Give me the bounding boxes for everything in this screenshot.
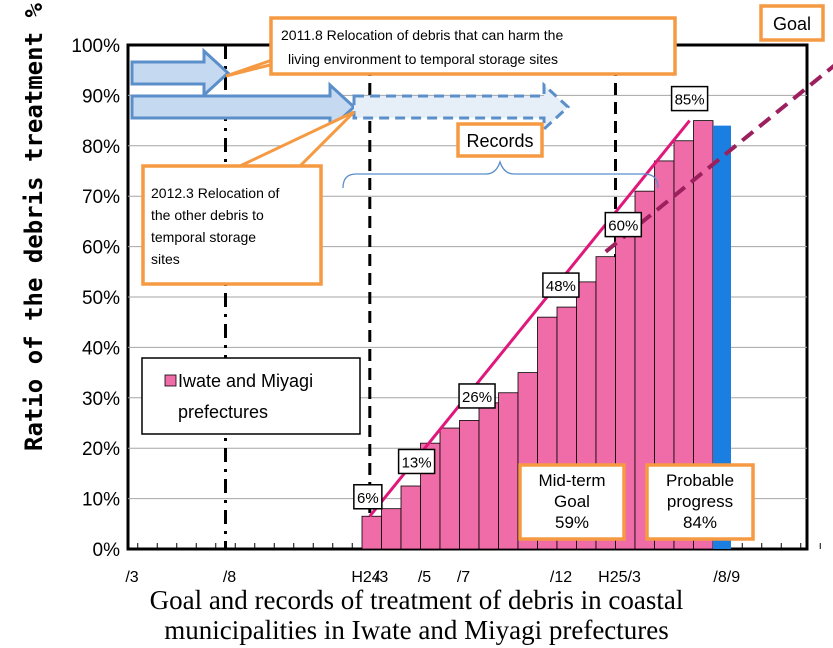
y-tick-label: 80% (82, 137, 120, 158)
callout-2011-text: living environment to temporal storage s… (288, 51, 558, 67)
data-bar (381, 508, 402, 550)
x-tick-label: /8/9 (713, 569, 740, 586)
caption-line-2: municipalities in Iwate and Miyagi prefe… (164, 615, 669, 645)
data-label-box (458, 383, 496, 409)
x-tick-label: /3 (375, 569, 388, 586)
y-axis-label: Ratio of the debris treatment % (20, 3, 48, 451)
data-label: 13% (402, 454, 432, 471)
x-tick-label: /7 (457, 569, 470, 586)
goal-label: Goal (773, 14, 811, 34)
y-tick-label: 20% (82, 439, 120, 460)
probable-progress-text: Probable (666, 471, 734, 490)
x-tick-label: /12 (550, 569, 572, 586)
chart-svg: 6% 13% 26% 48% 60% 85% 0% 10% 20% 30% 40% 50% 60% 70… (71, 4, 833, 586)
y-tick-label: 90% (82, 86, 120, 107)
data-label-box (397, 448, 436, 475)
records-label: Records (466, 131, 533, 151)
y-tick-label: 70% (82, 187, 120, 208)
callout-2011 (269, 16, 677, 76)
callout-2012-text: 2012.3 Relocation of (151, 185, 280, 201)
data-label: 60% (608, 218, 638, 235)
caption-line-1: Goal and records of treatment of debris … (149, 585, 684, 615)
legend-swatch (164, 374, 177, 387)
data-label: 85% (675, 92, 705, 109)
goal-trend-line (604, 64, 833, 254)
data-label: 6% (357, 490, 379, 507)
callout-2011-text: 2011.8 Relocation of debris that can har… (281, 27, 563, 43)
probable-progress-text: 84% (683, 513, 717, 532)
callout-2012-text: the other debris to (151, 207, 264, 223)
x-tick-label: H24 (351, 569, 380, 586)
data-label-box (542, 272, 580, 298)
data-bar (478, 402, 499, 550)
x-tick-label: H25/3 (598, 569, 641, 586)
records-brace (342, 159, 659, 189)
y-tick-label: 10% (82, 490, 120, 511)
y-tick-label: 50% (82, 288, 120, 309)
data-bar (439, 427, 460, 550)
legend-label: Iwate and Miyagi (178, 371, 313, 391)
callout-2012 (141, 164, 323, 286)
callout-2012-text: temporal storage (151, 229, 256, 245)
data-label-box (670, 85, 709, 112)
midterm-goal-box (518, 463, 626, 541)
records-box (456, 122, 544, 158)
midterm-goal-text: Mid-term (538, 471, 605, 490)
relocation-arrow (130, 81, 357, 133)
x-tick-label: /8 (223, 569, 236, 586)
y-tick-label: 30% (82, 389, 120, 410)
x-tick-label: /5 (418, 569, 431, 586)
goal-box (759, 4, 825, 42)
data-label-box (353, 484, 383, 510)
probable-progress-bar (713, 125, 731, 549)
data-bar (498, 392, 519, 550)
callout-2012-text: sites (151, 251, 180, 267)
probable-progress-text: progress (667, 492, 733, 511)
y-tick-label: 100% (71, 36, 120, 57)
data-label: 48% (546, 278, 576, 295)
data-bar (400, 485, 421, 550)
callout-pointer (239, 110, 356, 168)
data-label-box (604, 211, 643, 238)
probable-progress-box (645, 463, 755, 541)
x-tick-label: /3 (125, 569, 138, 586)
data-bar (459, 420, 480, 550)
legend-label: prefectures (178, 402, 268, 422)
data-bar (361, 515, 382, 550)
y-tick-label: 0% (93, 540, 121, 561)
relocation-arrow (130, 47, 231, 99)
midterm-goal-text: Goal (554, 492, 590, 511)
data-label: 26% (462, 389, 492, 406)
midterm-goal-text: 59% (555, 513, 589, 532)
y-tick-label: 40% (82, 338, 120, 359)
relocation-arrow (352, 81, 571, 133)
y-tick-label: 60% (82, 238, 120, 259)
legend (141, 357, 361, 435)
